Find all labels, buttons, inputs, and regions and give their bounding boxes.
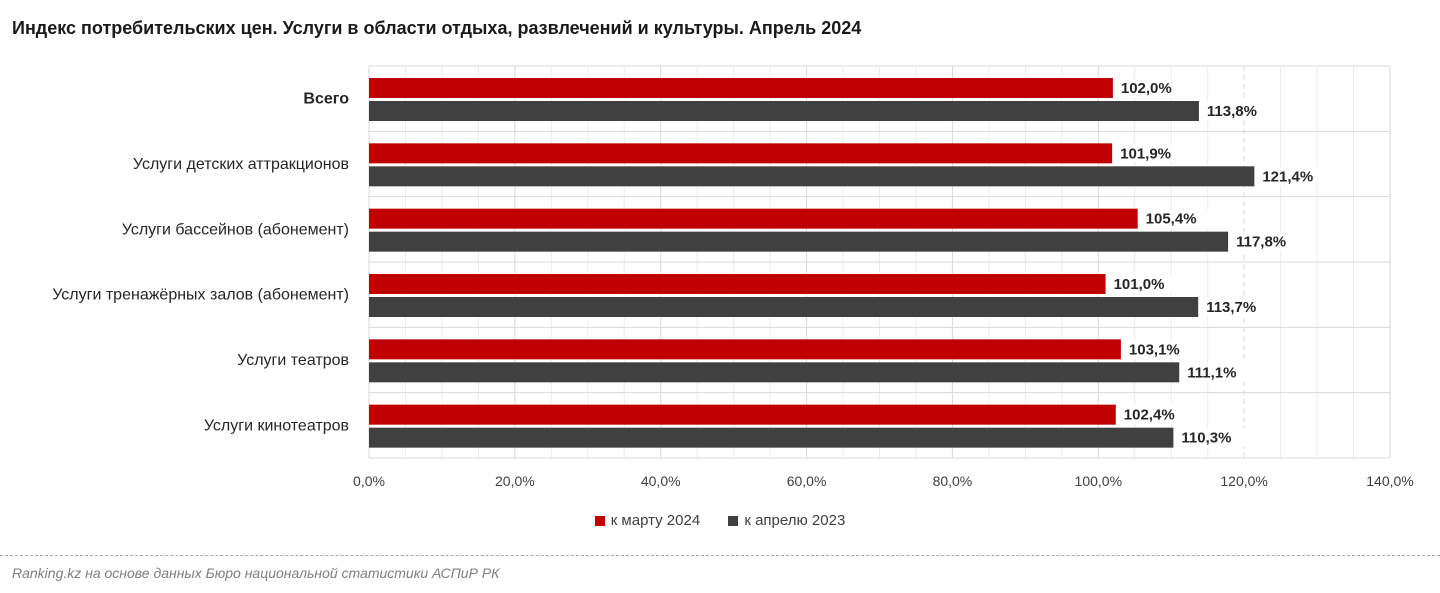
data-label: 103,1% xyxy=(1129,341,1180,358)
data-label-background xyxy=(1116,79,1185,97)
bar-april-2023 xyxy=(369,427,1174,448)
data-label: 101,9% xyxy=(1120,145,1171,162)
bar-march-2024 xyxy=(369,208,1138,229)
bar-april-2023 xyxy=(369,166,1255,187)
data-label: 117,8% xyxy=(1236,234,1286,251)
data-label: 111,1% xyxy=(1187,364,1236,381)
data-label: 113,7% xyxy=(1206,299,1256,316)
data-label: 113,8% xyxy=(1207,103,1257,120)
category-label: Услуги детских аттракционов xyxy=(133,156,349,173)
category-label: Услуги кинотеатров xyxy=(204,417,349,434)
footer-divider xyxy=(0,555,1440,556)
data-label-background xyxy=(1202,298,1271,316)
bar-march-2024 xyxy=(369,78,1113,98)
chart-legend: к марту 2024 к апрелю 2023 xyxy=(0,512,1440,530)
legend-item-april-2023: к апрелю 2023 xyxy=(728,512,845,529)
x-tick-label: 80,0% xyxy=(933,473,973,489)
x-tick-label: 60,0% xyxy=(787,473,827,489)
legend-label-april-2023: к апрелю 2023 xyxy=(744,512,846,529)
data-label-background xyxy=(1177,428,1246,447)
legend-item-march-2024: к марту 2024 xyxy=(594,512,701,529)
bar-april-2023 xyxy=(369,101,1199,121)
data-label: 105,4% xyxy=(1146,211,1197,228)
source-note: Ranking.kz на основе данных Бюро национа… xyxy=(12,565,500,581)
data-label-background xyxy=(1202,102,1271,120)
data-label: 110,3% xyxy=(1181,430,1231,447)
bar-march-2024 xyxy=(369,143,1113,164)
data-label: 102,0% xyxy=(1121,80,1172,97)
bar-march-2024 xyxy=(369,274,1106,294)
x-tick-label: 20,0% xyxy=(495,473,535,489)
bar-april-2023 xyxy=(369,362,1180,383)
category-label: Всего xyxy=(303,91,349,108)
data-label: 101,0% xyxy=(1114,276,1165,293)
x-tick-label: 40,0% xyxy=(641,473,681,489)
data-label-background xyxy=(1109,275,1178,293)
legend-label-march-2024: к марту 2024 xyxy=(610,512,701,529)
data-label: 121,4% xyxy=(1262,168,1313,185)
data-label-background xyxy=(1258,167,1327,186)
chart-title: Индекс потребительских цен. Услуги в обл… xyxy=(12,18,862,38)
category-label: Услуги тренажёрных залов (абонемент) xyxy=(52,287,349,304)
data-label-background xyxy=(1124,340,1193,359)
category-label: Услуги театров xyxy=(237,352,349,369)
legend-swatch-april-2023 xyxy=(728,515,739,526)
data-label-background xyxy=(1183,363,1252,382)
bar-march-2024 xyxy=(369,339,1121,360)
data-label-background xyxy=(1141,209,1210,228)
data-label-background xyxy=(1116,144,1185,163)
bar-april-2023 xyxy=(369,297,1199,317)
data-label: 102,4% xyxy=(1124,407,1175,424)
category-label: Услуги бассейнов (абонемент) xyxy=(122,221,349,238)
x-tick-label: 0,0% xyxy=(353,473,385,489)
bar-march-2024 xyxy=(369,404,1116,425)
bar-april-2023 xyxy=(369,231,1229,252)
x-tick-label: 100,0% xyxy=(1075,473,1122,489)
bar-chart: 0,0% 20,0% 40,0% 60,0% 80,0% 100,0% 120,0% 140,… xyxy=(52,65,1414,489)
x-tick-label: 120,0% xyxy=(1220,473,1267,489)
x-tick-label: 140,0% xyxy=(1366,473,1413,489)
legend-swatch-march-2024 xyxy=(594,515,605,526)
data-label-background xyxy=(1232,232,1301,251)
data-label-background xyxy=(1119,405,1188,424)
